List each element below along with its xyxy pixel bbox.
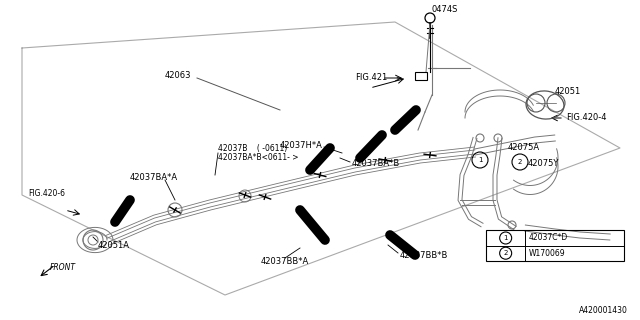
Text: 0474S: 0474S — [432, 5, 458, 14]
Text: 42051A: 42051A — [98, 241, 130, 250]
Text: 42051: 42051 — [555, 87, 581, 97]
Text: 42037BA*B<0611- >: 42037BA*B<0611- > — [218, 154, 298, 163]
Text: FIG.420-6: FIG.420-6 — [28, 188, 65, 197]
Bar — [415, 72, 427, 80]
Bar — [486, 230, 624, 261]
Text: FIG.421: FIG.421 — [355, 74, 387, 83]
Text: 42037C*D: 42037C*D — [529, 234, 568, 243]
Text: FRONT: FRONT — [50, 263, 76, 273]
Text: 2: 2 — [518, 159, 522, 165]
Text: 2: 2 — [504, 250, 508, 256]
Text: 42037BA*A: 42037BA*A — [130, 173, 178, 182]
Text: 42075A: 42075A — [508, 143, 540, 153]
Text: 42075Y: 42075Y — [528, 159, 559, 169]
Text: 1: 1 — [504, 235, 508, 241]
Text: 42037H*A: 42037H*A — [279, 140, 322, 149]
Text: 42063: 42063 — [165, 70, 191, 79]
Text: A420001430: A420001430 — [579, 306, 628, 315]
Text: 42037BB*A: 42037BB*A — [261, 258, 309, 267]
Text: 42037BA*B: 42037BA*B — [352, 158, 400, 167]
Text: 1: 1 — [477, 157, 483, 163]
Text: W170069: W170069 — [529, 249, 566, 258]
Text: FIG.420-4: FIG.420-4 — [566, 114, 607, 123]
Text: 42037BB*B: 42037BB*B — [400, 251, 449, 260]
Text: 42037B    ( -0611): 42037B ( -0611) — [218, 143, 287, 153]
